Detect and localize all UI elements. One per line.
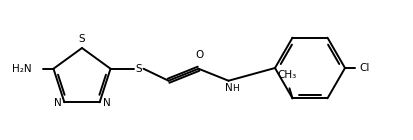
Text: H: H xyxy=(232,84,238,93)
Text: N: N xyxy=(102,98,110,108)
Text: CH₃: CH₃ xyxy=(277,70,297,80)
Text: S: S xyxy=(135,64,142,74)
Text: S: S xyxy=(78,34,85,44)
Text: H₂N: H₂N xyxy=(12,64,31,74)
Text: N: N xyxy=(224,83,232,93)
Text: Cl: Cl xyxy=(358,63,368,73)
Text: O: O xyxy=(195,50,203,60)
Text: N: N xyxy=(54,98,61,108)
